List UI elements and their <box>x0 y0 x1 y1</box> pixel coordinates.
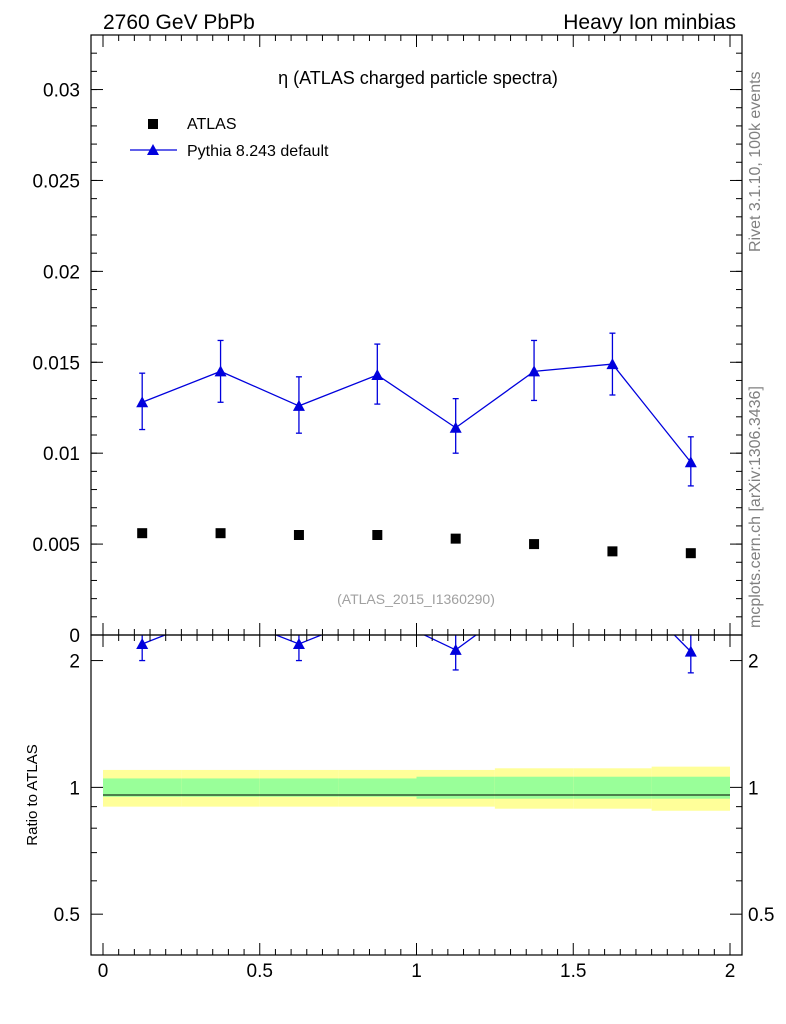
ratio-ytick-label-right: 0.5 <box>748 905 774 926</box>
legend-pythia-label: Pythia 8.243 default <box>187 143 329 160</box>
ratio-ytick-label: 2 <box>69 652 80 673</box>
legend-atlas-label: ATLAS <box>187 116 237 133</box>
atlas-point <box>529 539 540 550</box>
pythia-point <box>214 365 227 377</box>
main-plot: 0 0.005 0.01 0.015 0.02 0.025 0.03 η (ATLAS ch… <box>32 34 743 647</box>
ratio-plot-frame <box>90 634 743 956</box>
ratio-point <box>528 587 540 598</box>
legend: ATLAS Pythia 8.243 default <box>130 116 329 160</box>
header-left: 2760 GeV PbPb <box>103 11 255 34</box>
legend-atlas-marker <box>148 119 158 129</box>
ratio-band-inner <box>494 776 574 799</box>
ratio-xtick-label: 0 <box>98 961 109 982</box>
main-ytick-label: 0.005 <box>32 535 80 556</box>
ratio-y-axis-label: Ratio to ATLAS <box>24 744 41 845</box>
ratio-xtick-label: 1.5 <box>560 961 586 982</box>
atlas-point <box>450 533 461 544</box>
ratio-band-inner <box>259 778 339 797</box>
side-text-top: Rivet 3.1.10, 100k events <box>747 71 764 252</box>
ratio-point <box>292 637 305 649</box>
legend-pythia-marker <box>147 144 159 155</box>
ratio-ytick-label: 0.5 <box>54 905 80 926</box>
pythia-point <box>684 456 697 468</box>
atlas-point <box>685 548 696 559</box>
ratio-point <box>371 607 383 618</box>
ratio-tick-labels: 0.5 0.5 1 1 2 2 0 0.5 1 1.5 2 <box>54 652 775 982</box>
main-y-tick-labels: 0 0.005 0.01 0.015 0.02 0.025 0.03 <box>32 81 80 647</box>
ratio-ytick-label: 1 <box>69 778 80 799</box>
header-right: Heavy Ion minbias <box>563 11 736 34</box>
pythia-point <box>528 365 541 377</box>
ratio-data-layer <box>136 566 697 674</box>
ratio-ytick-label-right: 1 <box>748 778 759 799</box>
atlas-point <box>293 530 304 540</box>
ratio-band-inner <box>573 776 652 799</box>
atlas-point <box>215 528 226 539</box>
ratio-band-inner <box>103 778 182 797</box>
ratio-plot: 0.5 0.5 1 1 2 2 0 0.5 1 1.5 2 Ratio to ATLAS <box>24 566 775 982</box>
main-data-layer <box>136 332 697 559</box>
pythia-point <box>449 421 462 433</box>
ratio-band-inner <box>651 776 730 799</box>
ratio-point <box>449 643 462 655</box>
main-ytick-label: 0.03 <box>43 81 80 102</box>
main-axis-ticks <box>91 34 742 636</box>
atlas-point <box>372 530 383 540</box>
pythia-point <box>371 369 384 380</box>
main-ytick-label: 0.015 <box>32 353 80 374</box>
pythia-point <box>606 358 619 370</box>
ratio-xtick-label: 2 <box>725 961 736 982</box>
ratio-point <box>215 607 227 618</box>
main-ytick-label: 0 <box>69 626 80 647</box>
ratio-ytick-label-right: 2 <box>748 652 759 673</box>
main-ytick-label: 0.02 <box>43 262 80 283</box>
ratio-xtick-label: 0.5 <box>247 961 273 982</box>
main-ytick-label: 0.01 <box>43 444 80 465</box>
atlas-point <box>137 528 148 539</box>
pythia-point <box>136 396 149 408</box>
main-ytick-label: 0.025 <box>32 171 80 192</box>
atlas-point <box>607 546 618 557</box>
main-plot-title: η (ATLAS charged particle spectra) <box>278 68 558 88</box>
ratio-point <box>136 637 149 649</box>
ratio-band-inner <box>416 776 495 799</box>
pythia-point <box>292 399 305 411</box>
ratio-xtick-label: 1 <box>411 961 422 982</box>
side-text-bottom: mcplots.cern.ch [arXiv:1306.3436] <box>747 386 764 628</box>
pythia-series-line <box>141 363 692 463</box>
ratio-point <box>684 645 697 657</box>
ratio-point <box>606 566 618 577</box>
ratio-axis-ticks <box>91 635 742 955</box>
ratio-band-inner <box>338 778 417 797</box>
ratio-band-inner <box>181 778 260 797</box>
ratio-uncertainty-band <box>103 766 730 811</box>
analysis-watermark: (ATLAS_2015_I1360290) <box>337 591 495 607</box>
